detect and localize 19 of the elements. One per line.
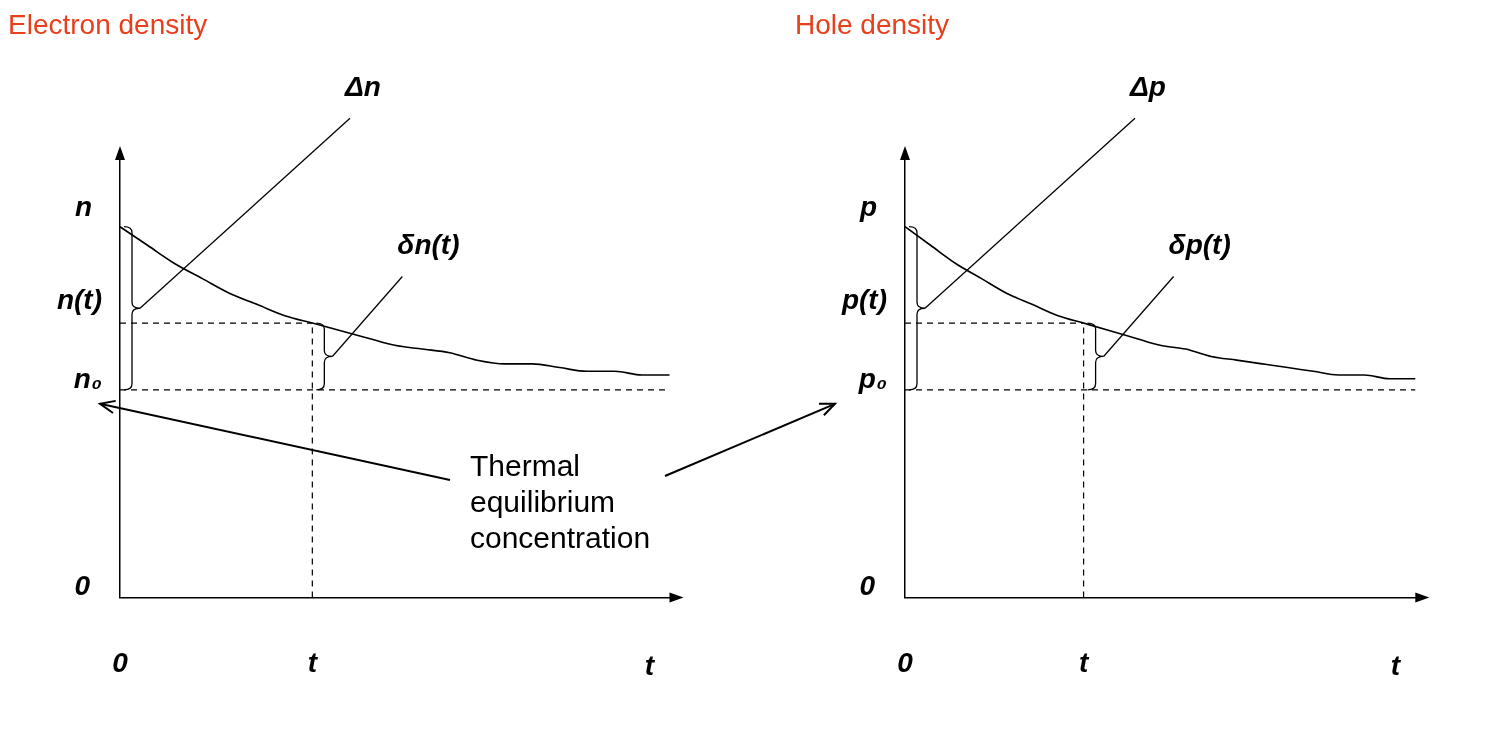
annotation: Thermal equilibrium concentration: [470, 448, 652, 556]
y-axis-title: p: [858, 191, 877, 223]
annotation: δn(t): [397, 229, 460, 261]
y-axis-title: n: [74, 191, 92, 223]
x-tick-label: t: [307, 646, 319, 678]
text: 0: [859, 570, 876, 602]
chart-title: Hole density: [795, 8, 950, 40]
text: Δp: [1129, 70, 1166, 102]
annotation: δp(t): [1168, 229, 1231, 261]
ref-line-label: p(t): [840, 283, 887, 315]
chart-title: Electron density: [8, 8, 208, 40]
x-tick-label: 0: [897, 646, 914, 678]
ref-line-label: n₀: [73, 362, 102, 394]
ref-line-label: p₀: [857, 362, 887, 394]
text: 0: [74, 570, 91, 602]
x-tick-label: 0: [112, 646, 129, 678]
x-tick-label: t: [1078, 646, 1090, 678]
text: Δn: [344, 70, 381, 102]
ref-line-label: n(t): [56, 283, 102, 315]
